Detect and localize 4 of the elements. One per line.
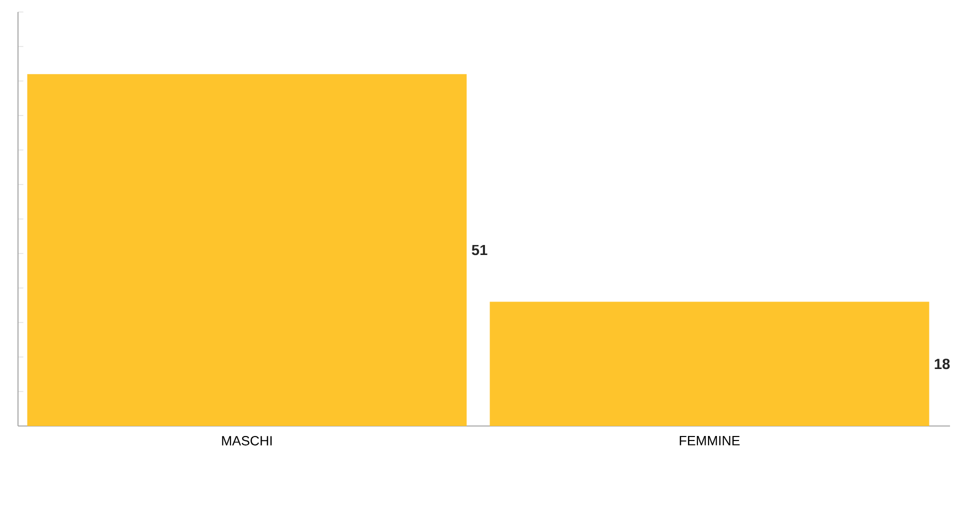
x-tick-label: MASCHI xyxy=(222,436,272,446)
data-label: 18 xyxy=(934,358,950,370)
data-label: 51 xyxy=(472,244,488,256)
x-tick-label: FEMMINE xyxy=(680,436,740,446)
